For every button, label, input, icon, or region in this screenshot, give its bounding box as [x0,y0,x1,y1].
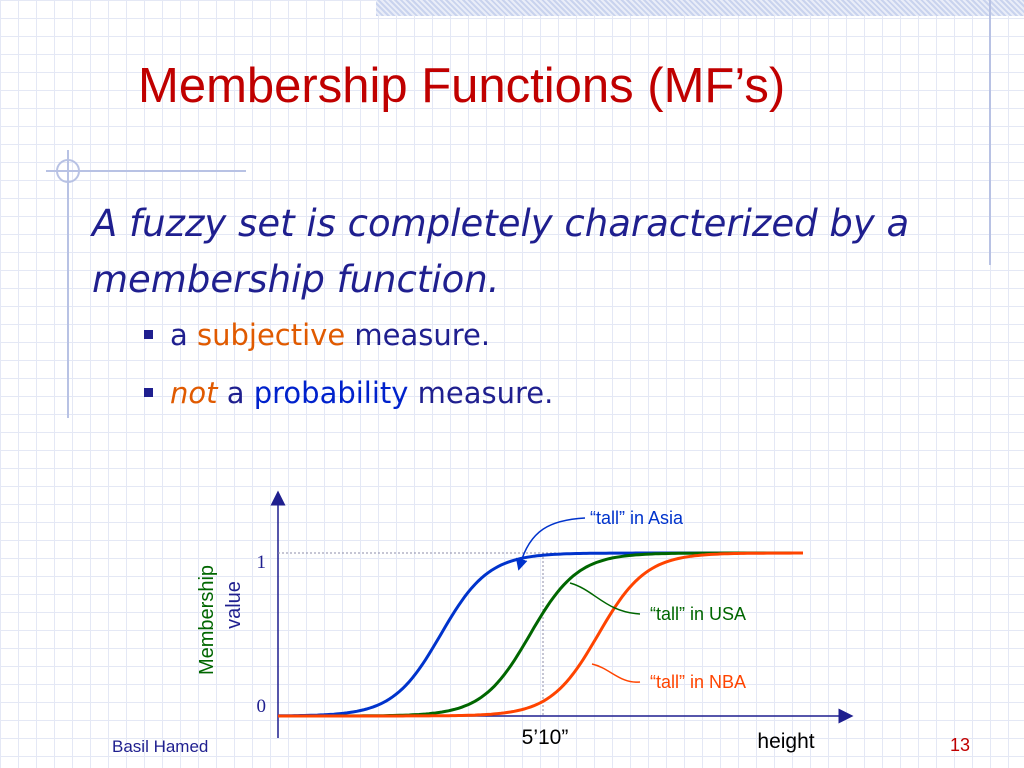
callout-asia-line [515,517,586,571]
y-tick-1: 1 [257,552,267,573]
y-axis-label-line1: Membership [196,565,218,675]
bullet-square-icon [144,329,153,339]
callout-usa-line [569,582,641,615]
left-decorative-line [67,150,69,418]
bullet2-pre-highlight: not [170,376,218,410]
bullet1-highlight: subjective [197,318,346,352]
bullet-probability: not a probability measure. [144,376,553,410]
y-axis-label-line2: value [223,581,245,629]
footer-page-number: 13 [950,735,971,755]
bullet-square-icon [144,387,153,397]
slide-title: Membership Functions (MF’s) [138,59,786,113]
bullet-subjective: a subjective measure. [144,318,490,352]
x-marker-label: 5’10” [522,726,569,749]
bullet1-pre: a [170,318,197,352]
footer-author: Basil Hamed [112,737,209,756]
decorative-circle [56,159,80,183]
bullet2-mid: a [217,376,254,410]
y-tick-0: 0 [257,696,267,717]
bullet2-highlight: probability [253,376,409,410]
right-decorative-line [989,0,991,265]
x-axis-label: height [757,730,814,753]
bullet1-post: measure. [345,318,491,352]
label-tall-in-nba: “tall” in NBA [650,672,746,692]
bullet2-post: measure. [408,376,554,410]
top-decorative-band [376,0,1024,16]
label-tall-in-usa: “tall” in USA [650,604,746,624]
curve-tall-in-nba [278,551,803,718]
left-horizontal-decorative-line [46,170,246,172]
label-tall-in-asia: “tall” in Asia [590,508,684,528]
body-text: A fuzzy set is completely characterized … [92,202,910,301]
callout-nba-line [591,663,641,683]
